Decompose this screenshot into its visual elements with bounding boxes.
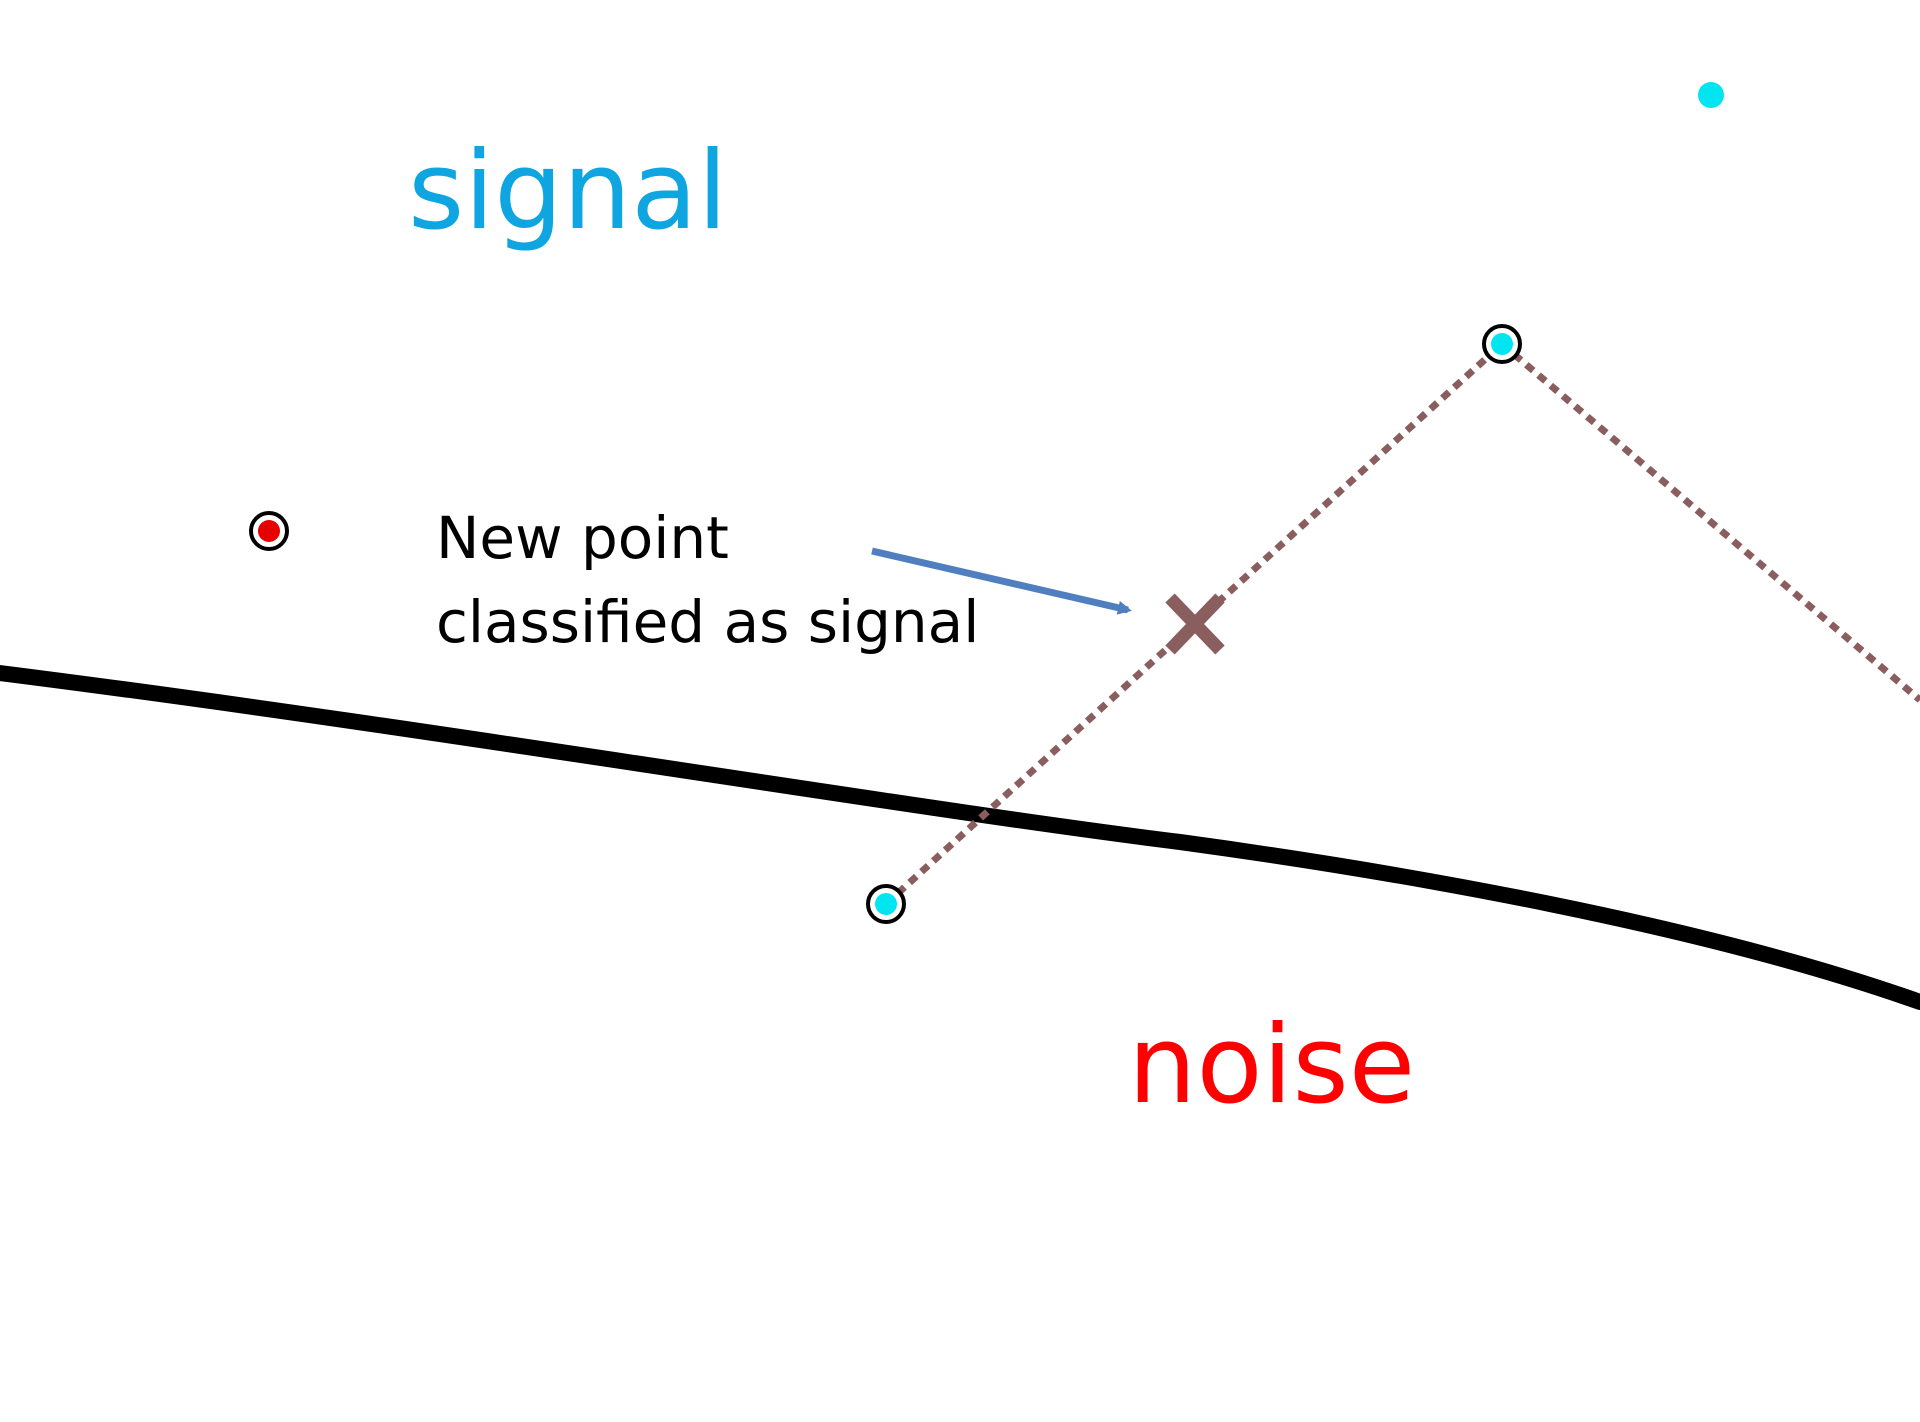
signal-point-neighbor-top xyxy=(1482,324,1522,364)
signal-point-isolated xyxy=(1698,82,1724,108)
cross-icon xyxy=(1165,593,1225,655)
decision-boundary xyxy=(0,665,1920,1010)
annotation-arrow xyxy=(871,547,1132,615)
annotation-line-2: classified as signal xyxy=(436,588,980,656)
annotation-line-1: New point xyxy=(436,504,729,572)
neighbor-line-right xyxy=(1499,341,1920,703)
signal-point-neighbor-bottom xyxy=(866,884,906,924)
new-point-annotation: New point classified as signal xyxy=(436,496,979,664)
signal-label: signal xyxy=(408,129,728,254)
noise-label: noise xyxy=(1128,1003,1416,1128)
noise-point xyxy=(249,511,289,551)
